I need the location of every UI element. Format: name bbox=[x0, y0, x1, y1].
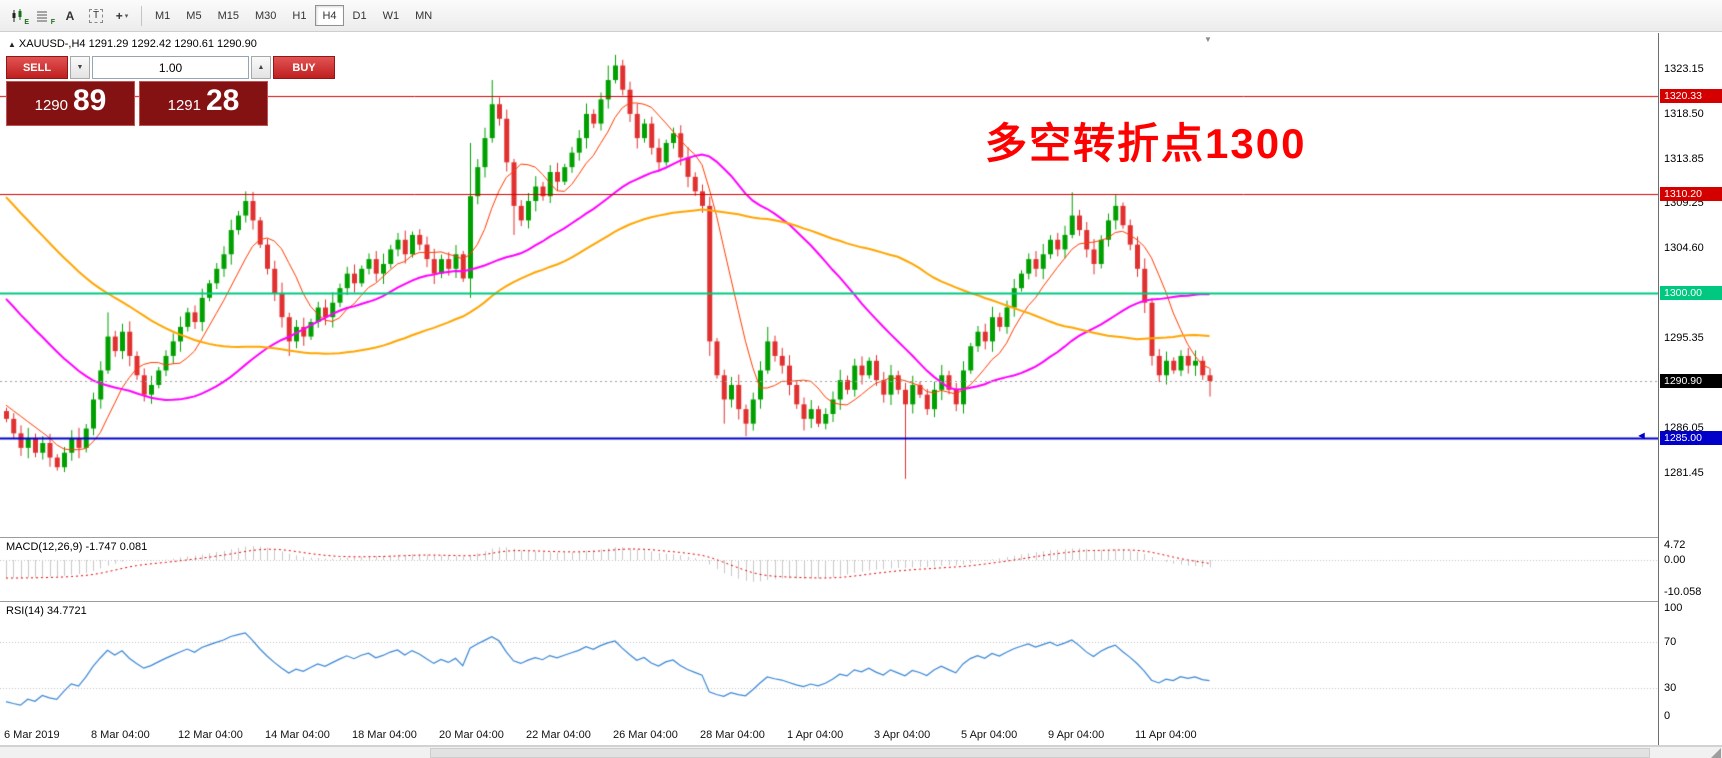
price-axis[interactable]: 1323.15 1318.50 1313.85 1309.25 1304.60 1295.… bbox=[1658, 33, 1722, 745]
date-tick-label: 12 Mar 04:00 bbox=[178, 729, 243, 741]
price-level-label: 1310.20 bbox=[1660, 187, 1722, 202]
timeframe-button-MN[interactable]: MN bbox=[408, 5, 439, 26]
rsi-axis-label: 30 bbox=[1664, 681, 1677, 694]
price-chart-canvas[interactable] bbox=[0, 33, 1658, 537]
date-tick-label: 18 Mar 04:00 bbox=[352, 729, 417, 741]
price-tick-label: 1318.50 bbox=[1664, 107, 1704, 120]
macd-axis-label: 4.72 bbox=[1664, 538, 1686, 551]
date-tick-label: 8 Mar 04:00 bbox=[91, 729, 150, 741]
date-tick-label: 20 Mar 04:00 bbox=[439, 729, 504, 741]
bid-price-pips: 89 bbox=[73, 84, 107, 117]
rsi-panel-canvas[interactable] bbox=[0, 603, 1658, 722]
date-tick-label: 11 Apr 04:00 bbox=[1135, 729, 1197, 741]
timeframe-button-M1[interactable]: M1 bbox=[148, 5, 177, 26]
date-axis[interactable]: 6 Mar 2019 8 Mar 04:00 12 Mar 04:00 14 Mar … bbox=[0, 723, 1658, 745]
chart-symbol-icon: ▲ bbox=[8, 40, 16, 49]
chart-shift-marker[interactable]: ▼ bbox=[1204, 35, 1212, 44]
date-tick-label: 14 Mar 04:00 bbox=[265, 729, 330, 741]
timeframe-button-H1[interactable]: H1 bbox=[285, 5, 313, 26]
date-tick-label: 6 Mar 2019 bbox=[4, 729, 60, 741]
horizontal-scrollbar[interactable] bbox=[0, 746, 1722, 758]
icon-sub-label: F bbox=[50, 19, 55, 26]
bid-price-main: 1290 bbox=[34, 97, 68, 114]
date-tick-label: 22 Mar 04:00 bbox=[526, 729, 591, 741]
hline-end-marker-icon: ◄ bbox=[1636, 430, 1647, 442]
timeframe-button-D1[interactable]: D1 bbox=[346, 5, 374, 26]
price-level-label: 1290.90 bbox=[1660, 374, 1722, 389]
toolbar-separator bbox=[141, 5, 142, 26]
panel-separator bbox=[0, 745, 1722, 746]
ask-price-box[interactable]: 1291 28 bbox=[139, 81, 268, 126]
trade-panel-top-row: SELL ▼ ▲ BUY bbox=[6, 56, 335, 79]
candlestick-icon bbox=[12, 8, 22, 22]
scrollbar-thumb[interactable] bbox=[430, 748, 1650, 758]
volume-input[interactable] bbox=[92, 56, 249, 79]
text-box-tool-button[interactable]: T bbox=[83, 4, 109, 27]
crosshair-tool-button[interactable]: + ▾ bbox=[109, 4, 135, 27]
toolbar: E F A T + ▾ M1 M5 M15 M30 H1 H4 D1 W1 MN bbox=[0, 0, 1722, 32]
chevron-down-icon: ▾ bbox=[124, 12, 129, 20]
candlesticks-tool-button[interactable]: E bbox=[5, 4, 31, 27]
crosshair-icon: + bbox=[115, 8, 123, 23]
rsi-axis-label: 70 bbox=[1664, 635, 1677, 648]
chart-annotation-text[interactable]: 多空转折点1300 bbox=[985, 120, 1307, 167]
price-tick-label: 1295.35 bbox=[1664, 332, 1704, 344]
volume-decrease-button[interactable]: ▼ bbox=[70, 56, 90, 79]
ask-price-main: 1291 bbox=[167, 97, 201, 114]
macd-axis-label: -10.058 bbox=[1664, 586, 1702, 599]
macd-panel-canvas[interactable] bbox=[0, 539, 1658, 600]
timeframe-button-M30[interactable]: M30 bbox=[248, 5, 283, 26]
one-click-trading-panel: SELL ▼ ▲ BUY 1290 89 1291 28 bbox=[6, 56, 335, 126]
price-level-label: 1320.33 bbox=[1660, 89, 1722, 104]
icon-sub-label: E bbox=[24, 19, 29, 26]
trade-panel-price-row: 1290 89 1291 28 bbox=[6, 81, 268, 126]
resize-grip-icon bbox=[1711, 748, 1721, 758]
price-tick-label: 1323.15 bbox=[1664, 62, 1704, 75]
timeframe-button-W1[interactable]: W1 bbox=[376, 5, 407, 26]
price-level-label: 1285.00 bbox=[1660, 431, 1722, 446]
bars-icon bbox=[37, 11, 47, 21]
buy-button[interactable]: BUY bbox=[273, 56, 335, 79]
timeframe-button-H4[interactable]: H4 bbox=[315, 5, 344, 26]
date-tick-label: 28 Mar 04:00 bbox=[700, 729, 765, 741]
letter-a-icon: A bbox=[65, 8, 75, 23]
panel-separator[interactable] bbox=[0, 537, 1722, 538]
boxed-t-icon: T bbox=[88, 8, 104, 23]
ohlc-text: XAUUSD-,H4 1291.29 1292.42 1290.61 1290.… bbox=[18, 38, 257, 50]
timeframe-toolbar: M1 M5 M15 M30 H1 H4 D1 W1 MN bbox=[148, 5, 439, 26]
sell-button[interactable]: SELL bbox=[6, 56, 68, 79]
date-tick-label: 5 Apr 04:00 bbox=[961, 729, 1018, 741]
rsi-axis-label: 100 bbox=[1664, 602, 1683, 614]
panel-separator[interactable] bbox=[0, 601, 1722, 602]
macd-axis-label: 0.00 bbox=[1664, 554, 1686, 566]
price-tick-label: 1286.05 bbox=[1664, 422, 1704, 435]
ask-price-pips: 28 bbox=[206, 84, 240, 117]
date-tick-label: 9 Apr 04:00 bbox=[1048, 729, 1105, 741]
timeframe-button-M5[interactable]: M5 bbox=[179, 5, 208, 26]
macd-indicator-label: MACD(12,26,9) -1.747 0.081 bbox=[6, 541, 148, 553]
timeframe-button-M15[interactable]: M15 bbox=[211, 5, 246, 26]
rsi-axis-label: 0 bbox=[1664, 710, 1671, 722]
chart-ohlc-header: ▲ XAUUSD-,H4 1291.29 1292.42 1290.61 1290… bbox=[8, 38, 257, 50]
price-level-label: 1300.00 bbox=[1660, 286, 1722, 300]
date-tick-label: 26 Mar 04:00 bbox=[613, 729, 678, 741]
price-tick-label: 1281.45 bbox=[1664, 466, 1704, 479]
templates-tool-button[interactable]: F bbox=[31, 4, 57, 27]
bid-price-box[interactable]: 1290 89 bbox=[6, 81, 135, 126]
date-tick-label: 1 Apr 04:00 bbox=[787, 729, 844, 741]
volume-increase-button[interactable]: ▲ bbox=[251, 56, 271, 79]
text-label-tool-button[interactable]: A bbox=[57, 4, 83, 27]
price-tick-label: 1313.85 bbox=[1664, 152, 1704, 165]
price-tick-label: 1304.60 bbox=[1664, 242, 1704, 255]
date-tick-label: 3 Apr 04:00 bbox=[874, 729, 931, 741]
rsi-indicator-label: RSI(14) 34.7721 bbox=[6, 605, 87, 617]
